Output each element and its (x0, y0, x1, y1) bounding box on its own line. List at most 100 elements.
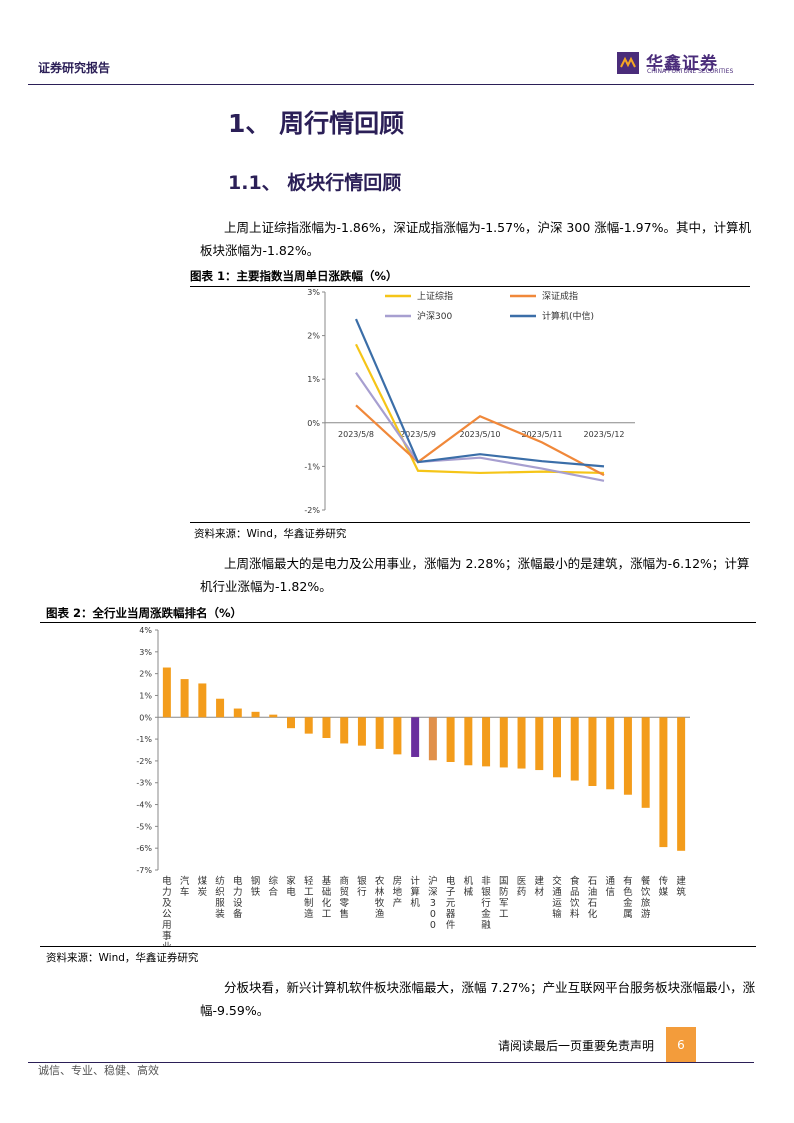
bar-17 (446, 717, 455, 762)
bar-10 (322, 717, 331, 738)
figure1-top-rule (190, 286, 750, 287)
bar-23 (553, 717, 561, 778)
figure2-title: 图表 2：全行业当周涨跌幅排名（%） (46, 606, 243, 620)
bar-20 (499, 717, 508, 768)
x-category-label: 商贸零售 (339, 875, 349, 920)
company-logo-icon (617, 52, 639, 74)
bar-29 (659, 717, 668, 848)
y-tick-label: -1% (136, 735, 152, 744)
legend-label: 沪深300 (417, 310, 452, 322)
x-category-label: 国防军工 (499, 876, 509, 920)
bar-4 (216, 698, 225, 718)
x-category-label: 餐饮旅游 (641, 875, 651, 920)
bar-24 (570, 717, 579, 781)
bar-2 (180, 679, 189, 718)
bar-9 (304, 717, 313, 734)
y-tick-label: 1% (307, 375, 320, 384)
y-tick-label: 0% (139, 713, 152, 722)
x-category-label: 基础化工 (322, 875, 332, 920)
bar-5 (233, 708, 242, 718)
bar-13 (375, 717, 384, 749)
y-tick-label: -4% (136, 801, 152, 810)
y-tick-label: -6% (136, 844, 152, 853)
bar-14 (393, 717, 402, 755)
figure1-line-chart: -2% -1% 0% 1% 2% 3% 2023/5/8 2023/5/9 2023/5/10 2… (304, 288, 635, 515)
figure2-bottom-rule (40, 946, 756, 947)
bar-8 (287, 717, 295, 729)
legend-label: 深证成指 (542, 290, 578, 302)
figure2-bar-chart: -7% -6% -5% -4% -3% -2% -1% 0% 1% 2% 3% 4% 电力及公用事业汽车… (136, 626, 690, 947)
x-category-label: 计算机 (410, 875, 420, 909)
x-tick-label: 2023/5/11 (521, 430, 562, 439)
y-tick-label: -1% (304, 462, 320, 471)
bar-7 (269, 714, 278, 718)
subsection-heading: 1.1、 板块行情回顾 (228, 172, 402, 194)
bar-6 (251, 711, 260, 718)
x-category-label: 通信 (605, 876, 615, 898)
series-line-3 (355, 372, 605, 482)
header-divider (28, 84, 754, 85)
bar-3 (198, 683, 207, 718)
bar-15 (411, 717, 420, 757)
y-tick-label: 2% (139, 670, 152, 679)
legend-label: 计算机(中信) (542, 310, 594, 322)
bar-18 (464, 717, 473, 766)
x-category-label: 电子元器件 (446, 875, 456, 931)
x-category-label: 非银行金融 (481, 875, 491, 931)
x-category-label: 石油石化 (588, 876, 598, 920)
figure1-title: 图表 1：主要指数当周单日涨跌幅（%） (190, 269, 398, 283)
bar-16 (428, 717, 437, 761)
y-tick-label: -7% (136, 866, 152, 875)
bar-28 (641, 717, 650, 808)
x-category-label: 煤炭 (198, 875, 208, 898)
series-line-2 (355, 404, 605, 477)
x-category-label: 家电 (286, 875, 296, 898)
x-category-label: 电力设备 (233, 875, 243, 920)
figure2-source: 资料来源：Wind，华鑫证券研究 (46, 952, 199, 964)
x-category-label: 建筑 (676, 875, 686, 898)
x-category-label: 医药 (517, 876, 527, 898)
x-category-label: 房地产 (393, 875, 403, 909)
page-number: 6 (666, 1027, 696, 1063)
bar-19 (482, 717, 491, 767)
logo-text-cn: 华鑫证券 (646, 54, 718, 74)
bar-21 (517, 717, 526, 769)
series-line-4 (354, 318, 605, 468)
y-tick-label: 2% (307, 332, 320, 341)
footer-divider (28, 1062, 754, 1063)
x-category-label: 沪深 3 0 0 (428, 875, 438, 931)
y-tick-label: -3% (136, 779, 152, 788)
bar-22 (535, 717, 544, 771)
bar-30 (677, 717, 686, 851)
x-category-label: 轻工制造 (304, 875, 314, 920)
x-category-label: 农林牧渔 (375, 875, 385, 920)
y-tick-label: -2% (304, 506, 320, 515)
y-tick-label: 3% (307, 288, 320, 297)
bar-25 (588, 717, 597, 786)
x-category-label: 有色金属 (623, 875, 633, 920)
x-category-label: 传媒 (659, 875, 669, 898)
bar-1 (162, 667, 171, 718)
x-tick-label: 2023/5/12 (583, 430, 624, 439)
bar-11 (340, 717, 349, 744)
x-category-label: 交通运输 (552, 875, 562, 920)
report-type-label: 证券研究报告 (38, 61, 111, 75)
bar-27 (623, 717, 632, 795)
x-category-label: 食品饮料 (570, 875, 580, 920)
x-tick-label: 2023/5/9 (400, 430, 436, 439)
x-category-label: 汽车 (180, 875, 190, 898)
y-tick-label: -5% (136, 822, 152, 831)
figure1-bottom-rule (190, 522, 750, 523)
x-tick-label: 2023/5/8 (338, 430, 374, 439)
y-tick-label: -2% (136, 757, 152, 766)
x-category-label: 机械 (464, 875, 474, 898)
figure2-top-rule (40, 622, 756, 623)
x-category-label: 建材 (535, 875, 545, 898)
legend-label: 上证综指 (417, 290, 453, 302)
x-category-label: 电力及公用事业 (162, 875, 172, 947)
disclaimer-note: 请阅读最后一页重要免责声明 (498, 1039, 655, 1053)
x-category-label: 钢铁 (251, 875, 261, 898)
y-tick-label: 0% (307, 419, 320, 428)
paragraph-sector-summary: 分板块看，新兴计算机软件板块涨幅最大，涨幅 7.27%；产业互联网平台服务板块涨… (200, 980, 756, 1018)
paragraph-index-summary: 上周上证综指涨幅为-1.86%，深证成指涨幅为-1.57%，沪深 300 涨幅-… (200, 220, 751, 258)
